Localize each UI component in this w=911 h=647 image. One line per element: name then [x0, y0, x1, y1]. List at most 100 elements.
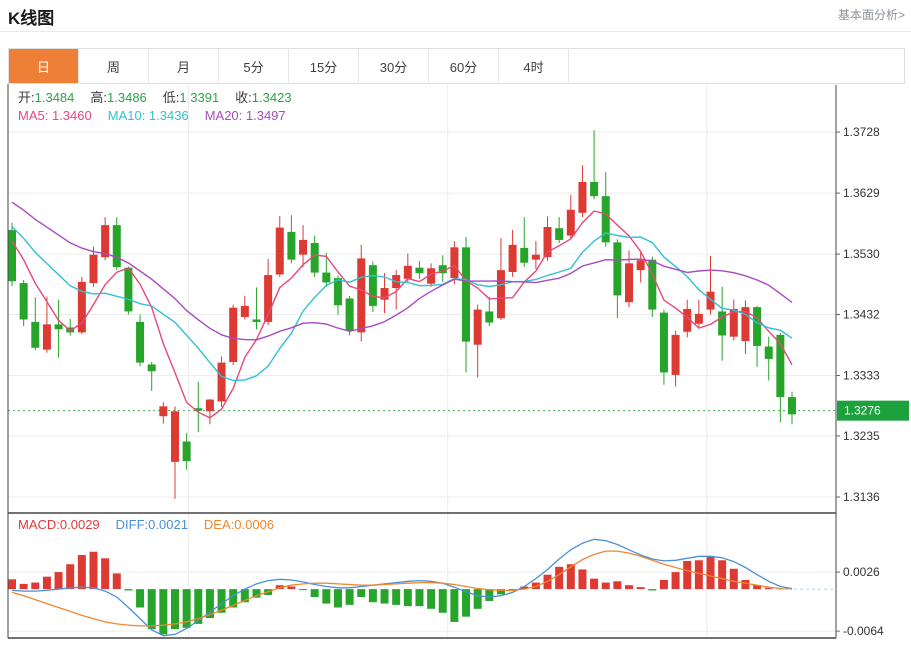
candle[interactable]	[496, 270, 505, 319]
macd-bar[interactable]	[613, 581, 622, 590]
macd-bar[interactable]	[555, 566, 564, 590]
candle[interactable]	[264, 275, 273, 322]
candle[interactable]	[415, 267, 424, 274]
macd-bar[interactable]	[694, 560, 703, 590]
candle[interactable]	[101, 225, 110, 258]
macd-bar[interactable]	[729, 568, 738, 590]
macd-bar[interactable]	[182, 589, 191, 628]
candle[interactable]	[136, 321, 145, 363]
macd-bar[interactable]	[136, 589, 145, 608]
candle[interactable]	[240, 305, 249, 317]
candle[interactable]	[485, 311, 494, 323]
macd-bar[interactable]	[601, 582, 610, 590]
candle[interactable]	[380, 288, 389, 300]
macd-bar[interactable]	[392, 589, 401, 605]
candle[interactable]	[170, 411, 179, 462]
macd-bar[interactable]	[322, 589, 331, 604]
macd-bar[interactable]	[147, 589, 156, 630]
macd-bar[interactable]	[240, 589, 249, 603]
tab-周[interactable]: 周	[79, 49, 149, 83]
candle[interactable]	[520, 247, 529, 263]
tab-15分[interactable]: 15分	[289, 49, 359, 83]
macd-bar[interactable]	[625, 585, 634, 590]
macd-bar[interactable]	[345, 589, 354, 605]
macd-bar[interactable]	[496, 589, 505, 595]
candle[interactable]	[659, 312, 668, 373]
macd-bar[interactable]	[170, 589, 179, 630]
candle[interactable]	[601, 196, 610, 243]
candle[interactable]	[229, 307, 238, 362]
macd-bar[interactable]	[8, 579, 16, 590]
macd-bar[interactable]	[229, 589, 238, 608]
candle[interactable]	[345, 298, 354, 331]
tab-30分[interactable]: 30分	[359, 49, 429, 83]
candle[interactable]	[357, 258, 366, 333]
macd-bar[interactable]	[54, 572, 63, 590]
candle[interactable]	[694, 313, 703, 324]
macd-bar[interactable]	[357, 589, 366, 597]
candle[interactable]	[77, 281, 86, 333]
candle[interactable]	[706, 291, 715, 310]
candle[interactable]	[8, 230, 16, 282]
candle[interactable]	[89, 254, 98, 284]
macd-bar[interactable]	[287, 586, 296, 590]
tab-日[interactable]: 日	[9, 49, 79, 83]
candle[interactable]	[19, 283, 28, 320]
candle[interactable]	[217, 362, 226, 402]
candle[interactable]	[287, 231, 296, 260]
candle[interactable]	[438, 265, 447, 274]
candle[interactable]	[555, 228, 564, 240]
candle[interactable]	[462, 247, 471, 342]
macd-bar[interactable]	[310, 589, 319, 597]
candle[interactable]	[252, 319, 261, 322]
macd-bar[interactable]	[112, 573, 121, 590]
macd-bar[interactable]	[101, 558, 110, 590]
candle[interactable]	[147, 364, 156, 372]
macd-bar[interactable]	[636, 587, 645, 590]
fundamental-analysis-link[interactable]: 基本面分析>	[837, 8, 905, 22]
candle[interactable]	[299, 239, 308, 255]
macd-bar[interactable]	[659, 579, 668, 590]
macd-bar[interactable]	[380, 589, 389, 604]
candle[interactable]	[473, 309, 482, 345]
candle[interactable]	[671, 334, 680, 375]
macd-bar[interactable]	[252, 589, 261, 598]
candle[interactable]	[648, 259, 657, 310]
candle[interactable]	[531, 254, 540, 260]
macd-bar[interactable]	[462, 589, 471, 617]
candle[interactable]	[112, 225, 121, 268]
macd-bar[interactable]	[403, 589, 412, 607]
macd-bar[interactable]	[473, 589, 482, 609]
candle[interactable]	[788, 397, 796, 415]
macd-bar[interactable]	[205, 589, 214, 618]
candle[interactable]	[613, 242, 622, 296]
macd-bar[interactable]	[217, 589, 226, 613]
macd-bar[interactable]	[718, 560, 727, 590]
candle[interactable]	[508, 244, 517, 272]
candle[interactable]	[54, 324, 63, 330]
macd-bar[interactable]	[42, 576, 51, 590]
macd-bar[interactable]	[438, 589, 447, 613]
macd-bar[interactable]	[299, 589, 308, 591]
candle[interactable]	[729, 308, 738, 337]
candle[interactable]	[368, 265, 377, 306]
candle[interactable]	[427, 268, 436, 284]
macd-bar[interactable]	[427, 589, 436, 609]
macd-bar[interactable]	[578, 569, 587, 590]
macd-bar[interactable]	[764, 587, 773, 590]
macd-bar[interactable]	[753, 585, 762, 590]
macd-bar[interactable]	[590, 578, 599, 590]
candle[interactable]	[741, 307, 750, 342]
candle[interactable]	[776, 334, 785, 398]
candle[interactable]	[310, 243, 319, 273]
macd-bar[interactable]	[66, 564, 75, 590]
candle[interactable]	[578, 181, 587, 213]
candle[interactable]	[42, 324, 51, 350]
candle[interactable]	[764, 346, 773, 359]
macd-bar[interactable]	[31, 582, 40, 590]
macd-bar[interactable]	[77, 555, 86, 590]
candle[interactable]	[636, 260, 645, 271]
candle[interactable]	[566, 209, 575, 236]
candle[interactable]	[194, 408, 203, 411]
candle[interactable]	[590, 181, 599, 197]
